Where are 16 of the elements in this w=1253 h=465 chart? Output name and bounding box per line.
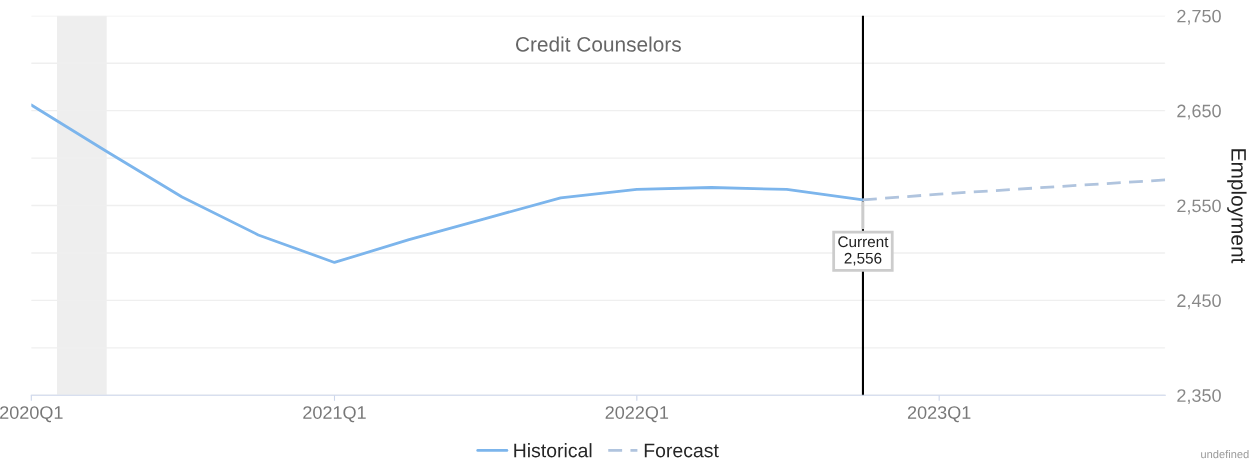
legend-label: Historical xyxy=(514,443,592,458)
x-tick-label: 2022Q1 xyxy=(605,406,669,423)
y-tick-label: 2,750 xyxy=(1177,9,1221,25)
x-tick-label: 2020Q1 xyxy=(0,406,63,423)
legend-label: Forecast xyxy=(644,443,719,458)
line-series xyxy=(861,178,1166,202)
text: Credit Counselors xyxy=(516,36,681,52)
annotation: Current 2,556 xyxy=(838,236,889,266)
x-tick-label: 2021Q1 xyxy=(303,406,366,423)
y-tick-label: 2,350 xyxy=(1177,389,1221,405)
text: undefined xyxy=(1201,449,1249,459)
y-axis-title: Employment xyxy=(1227,149,1247,264)
x-tick-label: 2023Q1 xyxy=(907,406,971,423)
y-tick-label: 2,450 xyxy=(1177,294,1221,310)
y-tick-label: 2,650 xyxy=(1177,104,1221,120)
y-tick-label: 2,550 xyxy=(1177,199,1221,215)
